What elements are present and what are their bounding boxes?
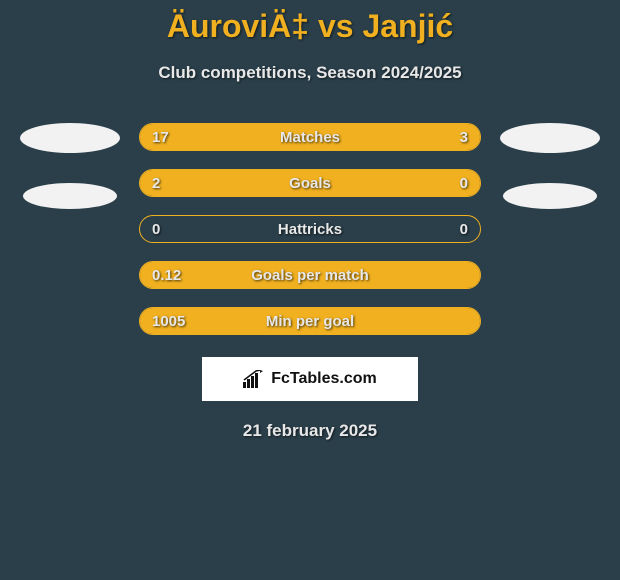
stat-label: Hattricks [140,216,480,242]
stat-value-left: 2 [152,170,160,196]
stat-value-right: 0 [460,216,468,242]
brand-badge[interactable]: FcTables.com [202,357,418,401]
player-right-avatar-2 [503,183,597,209]
brand-chart-icon [243,370,265,388]
stat-bars: 173Matches20Goals00Hattricks0.12Goals pe… [139,123,481,335]
player-right-col [495,123,605,209]
stat-fill-left [140,124,405,150]
stat-fill-right [405,124,480,150]
stat-value-right: 0 [460,170,468,196]
stat-fill-left [140,262,480,288]
stats-area: 173Matches20Goals00Hattricks0.12Goals pe… [0,123,620,335]
stat-row: 0.12Goals per match [139,261,481,289]
player-left-avatar-1 [20,123,120,153]
brand-label: FcTables.com [271,370,377,388]
stat-row: 173Matches [139,123,481,151]
subtitle: Club competitions, Season 2024/2025 [0,63,620,83]
stat-value-left: 17 [152,124,169,150]
page-title: ÄuroviÄ‡ vs Janjić [0,8,620,45]
comparison-widget: ÄuroviÄ‡ vs Janjić Club competitions, Se… [0,0,620,441]
stat-value-right: 3 [460,124,468,150]
date-label: 21 february 2025 [0,421,620,441]
stat-row: 20Goals [139,169,481,197]
player-left-col [15,123,125,209]
stat-value-left: 0 [152,216,160,242]
player-right-avatar-1 [500,123,600,153]
stat-value-left: 1005 [152,308,185,334]
stat-value-left: 0.12 [152,262,181,288]
stat-fill-left [140,308,480,334]
stat-row: 0 0Hattricks [139,215,481,243]
stat-fill-left [140,170,480,196]
player-left-avatar-2 [23,183,117,209]
stat-row: 1005Min per goal [139,307,481,335]
